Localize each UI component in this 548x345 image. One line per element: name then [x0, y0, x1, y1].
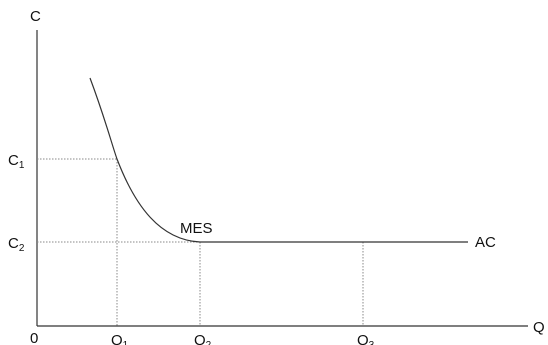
x-marker-q3: Q3 — [357, 332, 375, 345]
x-axis-label: Q — [533, 319, 545, 336]
y-axis-label: C — [30, 8, 41, 25]
x-marker-q2: Q2 — [194, 332, 212, 345]
x-marker-q1: Q1 — [111, 332, 129, 345]
ac-curve — [89, 77, 468, 243]
mes-label: MES — [180, 220, 213, 237]
origin-label: 0 — [30, 330, 38, 345]
y-marker-c2: C2 — [8, 235, 25, 254]
ac-label: AC — [475, 234, 496, 251]
y-marker-c1: C1 — [8, 152, 25, 171]
